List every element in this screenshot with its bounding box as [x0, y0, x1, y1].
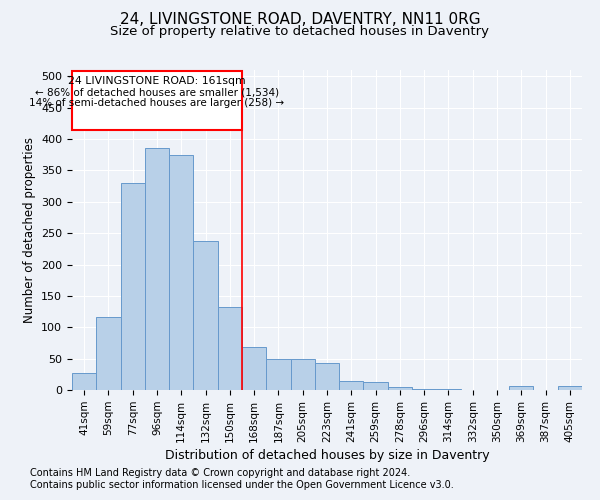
Bar	[72, 373, 96, 390]
Bar	[364, 382, 388, 390]
Bar	[558, 386, 582, 390]
Bar	[121, 183, 145, 390]
Bar	[193, 242, 218, 390]
Bar	[388, 387, 412, 390]
Bar	[145, 148, 169, 390]
FancyBboxPatch shape	[72, 72, 242, 130]
Bar	[315, 363, 339, 390]
Bar	[96, 317, 121, 390]
Text: 14% of semi-detached houses are larger (258) →: 14% of semi-detached houses are larger (…	[29, 98, 284, 108]
Text: 24 LIVINGSTONE ROAD: 161sqm: 24 LIVINGSTONE ROAD: 161sqm	[68, 76, 246, 86]
Y-axis label: Number of detached properties: Number of detached properties	[23, 137, 35, 323]
Text: Contains HM Land Registry data © Crown copyright and database right 2024.: Contains HM Land Registry data © Crown c…	[30, 468, 410, 477]
Bar	[266, 358, 290, 390]
Bar	[242, 348, 266, 390]
Bar	[218, 306, 242, 390]
Text: Size of property relative to detached houses in Daventry: Size of property relative to detached ho…	[110, 25, 490, 38]
Text: Contains public sector information licensed under the Open Government Licence v3: Contains public sector information licen…	[30, 480, 454, 490]
Bar	[509, 386, 533, 390]
Text: ← 86% of detached houses are smaller (1,534): ← 86% of detached houses are smaller (1,…	[35, 88, 279, 98]
Bar	[290, 358, 315, 390]
X-axis label: Distribution of detached houses by size in Daventry: Distribution of detached houses by size …	[164, 449, 490, 462]
Bar	[339, 380, 364, 390]
Text: 24, LIVINGSTONE ROAD, DAVENTRY, NN11 0RG: 24, LIVINGSTONE ROAD, DAVENTRY, NN11 0RG	[119, 12, 481, 28]
Bar	[169, 154, 193, 390]
